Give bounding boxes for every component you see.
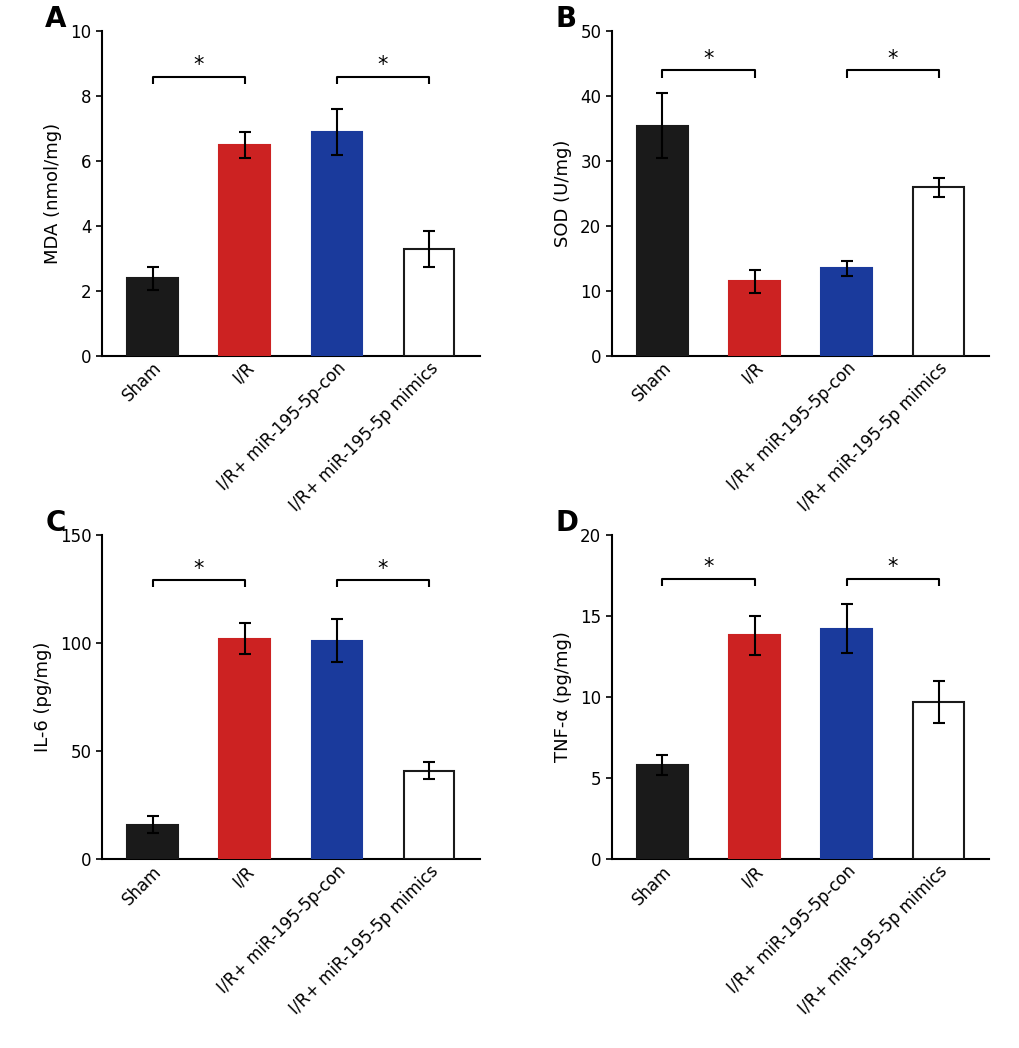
Bar xyxy=(820,629,871,859)
Y-axis label: IL-6 (pg/mg): IL-6 (pg/mg) xyxy=(34,641,52,752)
Text: D: D xyxy=(554,508,578,537)
Text: *: * xyxy=(194,56,204,75)
Text: *: * xyxy=(377,56,387,75)
Bar xyxy=(404,770,453,859)
Text: *: * xyxy=(887,49,897,69)
Bar xyxy=(637,765,687,859)
Bar xyxy=(311,132,362,356)
Text: *: * xyxy=(887,556,897,576)
Text: *: * xyxy=(194,559,204,578)
Text: C: C xyxy=(45,508,65,537)
Bar xyxy=(219,638,270,859)
Text: *: * xyxy=(377,559,387,578)
Text: B: B xyxy=(554,5,576,34)
Y-axis label: TNF-α (pg/mg): TNF-α (pg/mg) xyxy=(553,632,572,763)
Bar xyxy=(913,702,963,859)
Y-axis label: SOD (U/mg): SOD (U/mg) xyxy=(553,140,572,247)
Bar xyxy=(311,640,362,859)
Bar xyxy=(729,282,780,356)
Text: *: * xyxy=(703,556,713,576)
Bar xyxy=(729,635,780,859)
Text: *: * xyxy=(703,49,713,69)
Bar xyxy=(127,278,177,356)
Y-axis label: MDA (nmol/mg): MDA (nmol/mg) xyxy=(44,124,62,264)
Bar xyxy=(637,126,687,356)
Bar xyxy=(127,825,177,859)
Bar xyxy=(913,188,963,356)
Bar xyxy=(820,268,871,356)
Bar xyxy=(404,249,453,356)
Bar xyxy=(219,145,270,356)
Text: A: A xyxy=(45,5,67,34)
